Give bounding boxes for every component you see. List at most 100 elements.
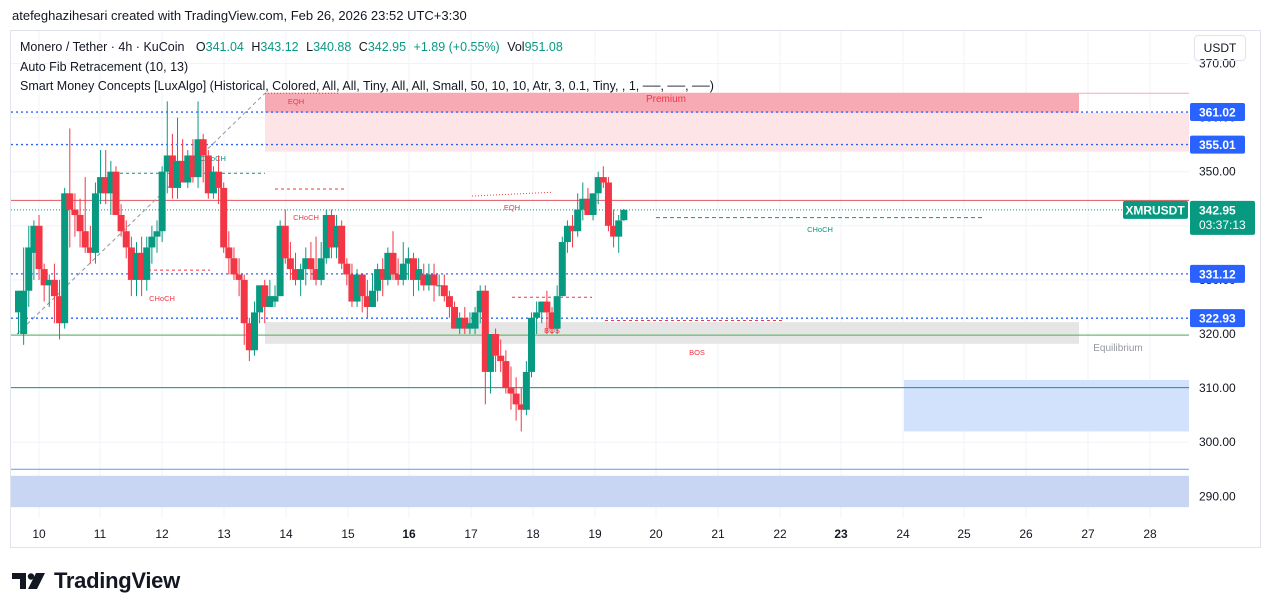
candle-body (481, 290, 489, 372)
candle-body (153, 231, 161, 237)
x-tick-label: 11 (94, 527, 107, 541)
symbol-title[interactable]: Monero / Tether · 4h · KuCoin (20, 40, 185, 54)
candle-body (327, 214, 335, 248)
candle-body (343, 263, 351, 275)
candle-body (379, 269, 387, 280)
candle-body (250, 312, 258, 351)
candle-body (245, 323, 253, 351)
x-tick-label: 22 (773, 527, 787, 541)
candle-body (548, 312, 556, 329)
candle-body (261, 285, 269, 307)
candle-body (358, 274, 366, 297)
candle-body (353, 274, 361, 302)
candle-body (404, 258, 412, 264)
candle-body (220, 187, 228, 248)
candle-body (410, 258, 418, 280)
chart-legend: Monero / Tether · 4h · KuCoin O341.04 H3… (20, 38, 714, 97)
x-tick-label: 10 (32, 527, 46, 541)
candle-body (30, 225, 38, 253)
currency-selector[interactable]: USDT (1194, 35, 1246, 61)
candle-body (256, 285, 264, 313)
candle-body (286, 258, 294, 270)
candle-body (610, 225, 618, 237)
candles-group (15, 101, 628, 432)
x-tick-label: 15 (341, 527, 355, 541)
candle-body (574, 209, 582, 232)
candle-body (368, 290, 376, 307)
indicator-fib[interactable]: Auto Fib Retracement (10, 13) (20, 59, 189, 74)
candle-body (204, 155, 212, 194)
candle-body (50, 279, 58, 297)
candle-body (168, 155, 176, 188)
candle-body (189, 155, 197, 178)
candle-body (20, 290, 28, 335)
candle-body (271, 296, 279, 302)
candle-body (476, 290, 484, 313)
candle-body (517, 404, 525, 410)
symbol-badge-label: XMRUSDT (1125, 203, 1185, 217)
low-value: 340.88 (313, 40, 352, 54)
change-value: +1.89 (+0.55%) (413, 40, 500, 54)
indicator-smc[interactable]: Smart Money Concepts [LuxAlgo] (Historic… (20, 79, 714, 93)
high-value: 343.12 (260, 40, 299, 54)
candle-body (235, 274, 243, 280)
y-tick-label: 300.00 (1199, 435, 1236, 449)
candle-body (615, 220, 623, 237)
candle-body (558, 242, 566, 297)
candle-body (528, 317, 535, 372)
y-tick-label: 320.00 (1199, 327, 1236, 341)
level-badge-label: 322.93 (1199, 312, 1236, 326)
x-tick-label: 14 (279, 527, 293, 541)
x-tick-label: 13 (217, 527, 231, 541)
y-tick-label: 310.00 (1199, 381, 1236, 395)
level-badge (1190, 309, 1245, 328)
x-tick-label: 17 (464, 527, 478, 541)
x-tick-label: 16 (402, 527, 416, 541)
candle-body (292, 269, 300, 280)
candle-body (143, 247, 151, 280)
candle-body (348, 274, 356, 302)
zone-lower-blue (11, 475, 1189, 508)
x-tick-label: 20 (649, 527, 663, 541)
premium-label: Premium (646, 94, 686, 105)
candle-body (384, 252, 392, 280)
choch-label: CHoCH (293, 213, 319, 222)
candle-body (604, 182, 612, 226)
level-badge-label: 355.01 (1199, 138, 1236, 152)
candle-body (445, 296, 453, 307)
candle-body (486, 334, 494, 372)
candle-body (363, 296, 371, 307)
candle-body (194, 139, 202, 178)
fib-trend-line (16, 92, 266, 335)
x-tick-label: 26 (1019, 527, 1033, 541)
candle-body (589, 193, 597, 215)
x-tick-label: 28 (1143, 527, 1157, 541)
volume-label: Vol (507, 40, 525, 54)
candle-body (584, 198, 592, 215)
candle-body (502, 361, 510, 389)
candle-body (466, 323, 474, 329)
volume-value: 951.08 (524, 40, 563, 54)
candle-body (317, 258, 325, 280)
candle-body (107, 171, 115, 194)
tradingview-brand: TradingView (54, 568, 180, 593)
candle-body (240, 279, 248, 324)
choch-label: CHoCH (200, 154, 226, 163)
candle-body (281, 225, 289, 259)
candle-body (102, 177, 110, 194)
candle-body (538, 301, 546, 313)
candle-body (117, 214, 125, 232)
candle-body (440, 285, 448, 297)
low-label: L (306, 40, 314, 54)
candle-body (420, 274, 428, 286)
x-tick-label: 21 (711, 527, 725, 541)
candle-body (389, 252, 397, 275)
candle-body (594, 177, 602, 194)
candle-body (435, 285, 443, 287)
candle-body (553, 296, 561, 329)
x-tick-label: 18 (526, 527, 540, 541)
candle-body (266, 296, 274, 307)
eqh-line-2 (471, 191, 553, 197)
close-label: C (358, 40, 368, 54)
